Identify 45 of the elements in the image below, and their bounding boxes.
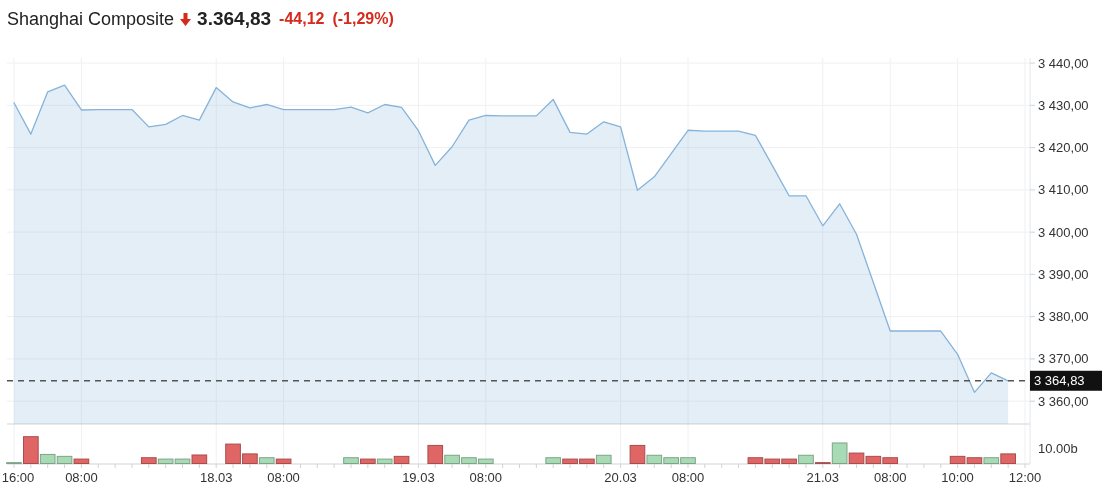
bar: [831, 442, 848, 464]
bar: [629, 444, 646, 464]
x-tick-label: 08:00: [469, 470, 503, 485]
y-tick-label: 3 410,00: [1038, 182, 1089, 198]
x-tick-label: 19.03: [402, 470, 435, 485]
bar: [393, 455, 410, 464]
bar: [798, 454, 814, 464]
text: 10.00b: [1038, 440, 1078, 456]
x-tick-label: 08:00: [65, 470, 98, 485]
x-tick-label: 18.03: [199, 470, 233, 485]
y-tick-label: 3 420,00: [1038, 140, 1089, 156]
bar: [360, 458, 376, 464]
bar: [275, 458, 292, 464]
bar: [73, 458, 90, 464]
chart-title: Shanghai Composite: [7, 8, 175, 30]
y-tick-label: 3 380,00: [1038, 309, 1089, 325]
bar: [140, 457, 157, 464]
x-tick-label: 08:00: [267, 470, 300, 485]
y-tick-label: 3 400,00: [1038, 224, 1089, 240]
text: -44,12: [279, 10, 325, 28]
bar: [1000, 453, 1016, 464]
ref-line-label: 3 364,83: [1034, 373, 1085, 389]
y-tick-label: 3 430,00: [1038, 97, 1089, 113]
y-tick-label: 3 370,00: [1038, 351, 1089, 367]
text: (-1,29%): [332, 10, 394, 28]
x-tick-label: 21.03: [806, 470, 840, 485]
bar: [191, 454, 208, 464]
x-tick-label: 08:00: [873, 470, 907, 485]
y-tick-label: 3 360,00: [1038, 393, 1089, 409]
x-tick-label: 12:00: [1008, 470, 1042, 485]
bar: [258, 457, 275, 464]
bar: [545, 457, 562, 464]
bar: [983, 457, 1000, 464]
x-tick-label: 10:00: [941, 470, 974, 485]
x-tick-label: 20.03: [604, 470, 637, 485]
y-tick-label: 3 440,00: [1038, 55, 1089, 71]
bar: [376, 458, 393, 464]
bar: [595, 454, 612, 464]
bar: [23, 436, 39, 464]
y-tick-label: 3 390,00: [1038, 266, 1089, 282]
bar: [343, 457, 359, 464]
x-tick-label: 16:00: [1, 470, 35, 485]
x-tick-label: 08:00: [671, 470, 705, 485]
bar: [427, 444, 444, 464]
text: 3.364,83: [197, 8, 272, 30]
